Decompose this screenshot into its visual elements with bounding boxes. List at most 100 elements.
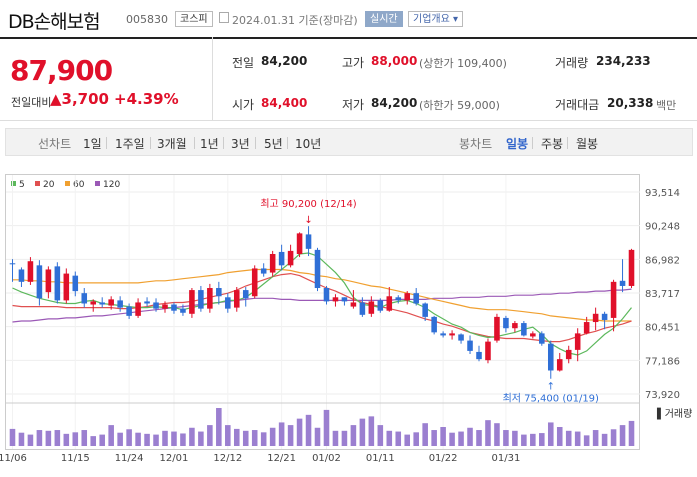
- volume-bar: [314, 427, 321, 446]
- volume-bar: [503, 430, 509, 446]
- tab-3year[interactable]: 3년: [231, 137, 250, 151]
- volume-bar: [207, 425, 213, 446]
- tab-weekly[interactable]: 주봉: [541, 137, 564, 151]
- candle-body: [494, 316, 500, 341]
- amount-value: 20,338: [607, 96, 654, 110]
- candle: [601, 311, 608, 330]
- tab-3month[interactable]: 3개월: [157, 137, 187, 151]
- candle: [135, 298, 141, 318]
- volume-bar: [54, 430, 61, 446]
- volume-bar: [494, 423, 500, 446]
- open-label: 시가: [232, 98, 255, 112]
- candle: [63, 268, 70, 304]
- volume-bar: [619, 425, 626, 446]
- candle-body: [332, 297, 339, 302]
- candle: [440, 331, 446, 338]
- volume-bar: [449, 432, 455, 446]
- calendar-icon: [219, 12, 229, 23]
- candle-body: [260, 268, 267, 274]
- candle: [233, 286, 240, 312]
- tab-daily[interactable]: 일봉: [506, 137, 529, 151]
- tab-divider: [223, 137, 224, 149]
- volume-bar: [521, 434, 527, 446]
- tab-5year[interactable]: 5년: [264, 137, 283, 151]
- realtime-button[interactable]: 실시간: [365, 11, 403, 27]
- x-tick-label: 11/06: [0, 453, 27, 464]
- candle-body: [350, 302, 357, 307]
- volume-bar: [485, 420, 491, 446]
- tab-divider: [150, 137, 151, 149]
- candle: [431, 315, 437, 335]
- candle-body: [108, 299, 114, 306]
- volume-bar: [377, 425, 384, 446]
- stock-code: 005830: [126, 13, 168, 26]
- volume-bar: [574, 431, 581, 446]
- volume-bars: [9, 408, 635, 446]
- volume-bar: [233, 428, 240, 446]
- x-tick-label: 01/22: [429, 453, 458, 464]
- volume-bar: [27, 434, 34, 446]
- volume-bar: [287, 425, 294, 446]
- volume-bar: [189, 427, 195, 446]
- candle-body: [72, 275, 79, 292]
- candle-body: [36, 265, 43, 299]
- up-arrow-icon: ▲: [50, 90, 62, 108]
- volume-bar: [63, 433, 70, 446]
- candle: [458, 333, 464, 344]
- candle-body: [171, 304, 177, 311]
- candle: [628, 248, 635, 289]
- candle-body: [592, 313, 599, 323]
- candle: [126, 303, 132, 319]
- candle: [144, 297, 150, 307]
- candle-body: [251, 268, 258, 297]
- tab-1week[interactable]: 1주일: [115, 137, 145, 151]
- tab-1day[interactable]: 1일: [83, 137, 102, 151]
- candle: [99, 297, 105, 308]
- volume-bar: [332, 430, 339, 446]
- volume-bar: [530, 433, 536, 446]
- volume-bar: [476, 430, 482, 446]
- candle-body: [287, 250, 294, 266]
- volume-bar: [242, 430, 249, 446]
- candle: [556, 352, 563, 372]
- tab-1year[interactable]: 1년: [200, 137, 219, 151]
- volume-bar: [198, 431, 204, 446]
- candle: [449, 330, 455, 340]
- candle-body: [431, 316, 437, 333]
- candle-body: [144, 301, 150, 304]
- candle-body: [314, 249, 321, 289]
- candle-body: [556, 359, 563, 371]
- market-badge: 코스피: [175, 11, 213, 27]
- volume-bar: [225, 425, 231, 446]
- candle: [592, 307, 599, 331]
- candle: [314, 247, 321, 292]
- volume-bar: [36, 430, 43, 446]
- candle-body: [242, 290, 249, 299]
- tab-monthly[interactable]: 월봉: [576, 137, 599, 151]
- candle-body: [162, 304, 168, 309]
- candle: [189, 288, 195, 318]
- volume-bar: [583, 435, 590, 446]
- chart-axes: 93,514 90,248 86,982 83,717 80,451 77,186 73,9…: [0, 188, 692, 464]
- candle-body: [565, 349, 572, 360]
- company-info-dropdown[interactable]: 기업개요 ▾: [408, 11, 463, 27]
- legend-label-120: 120: [103, 180, 120, 190]
- x-tick-label: 01/31: [492, 453, 521, 464]
- volume-bar: [359, 418, 366, 446]
- candle: [610, 279, 617, 332]
- x-tick-label: 11/24: [115, 453, 144, 464]
- tab-10year[interactable]: 10년: [295, 137, 322, 151]
- volume-label: 거래량: [555, 56, 589, 70]
- candle: [242, 286, 249, 307]
- legend-swatch: [35, 181, 40, 186]
- candles: [9, 226, 635, 379]
- volume-bar: [9, 428, 16, 446]
- current-price-box: [0, 37, 213, 121]
- candle: [350, 290, 357, 309]
- candle: [251, 265, 258, 299]
- volume-bar: [413, 432, 419, 446]
- candle: [54, 262, 61, 304]
- candle: [198, 285, 204, 312]
- candle-body: [619, 280, 626, 286]
